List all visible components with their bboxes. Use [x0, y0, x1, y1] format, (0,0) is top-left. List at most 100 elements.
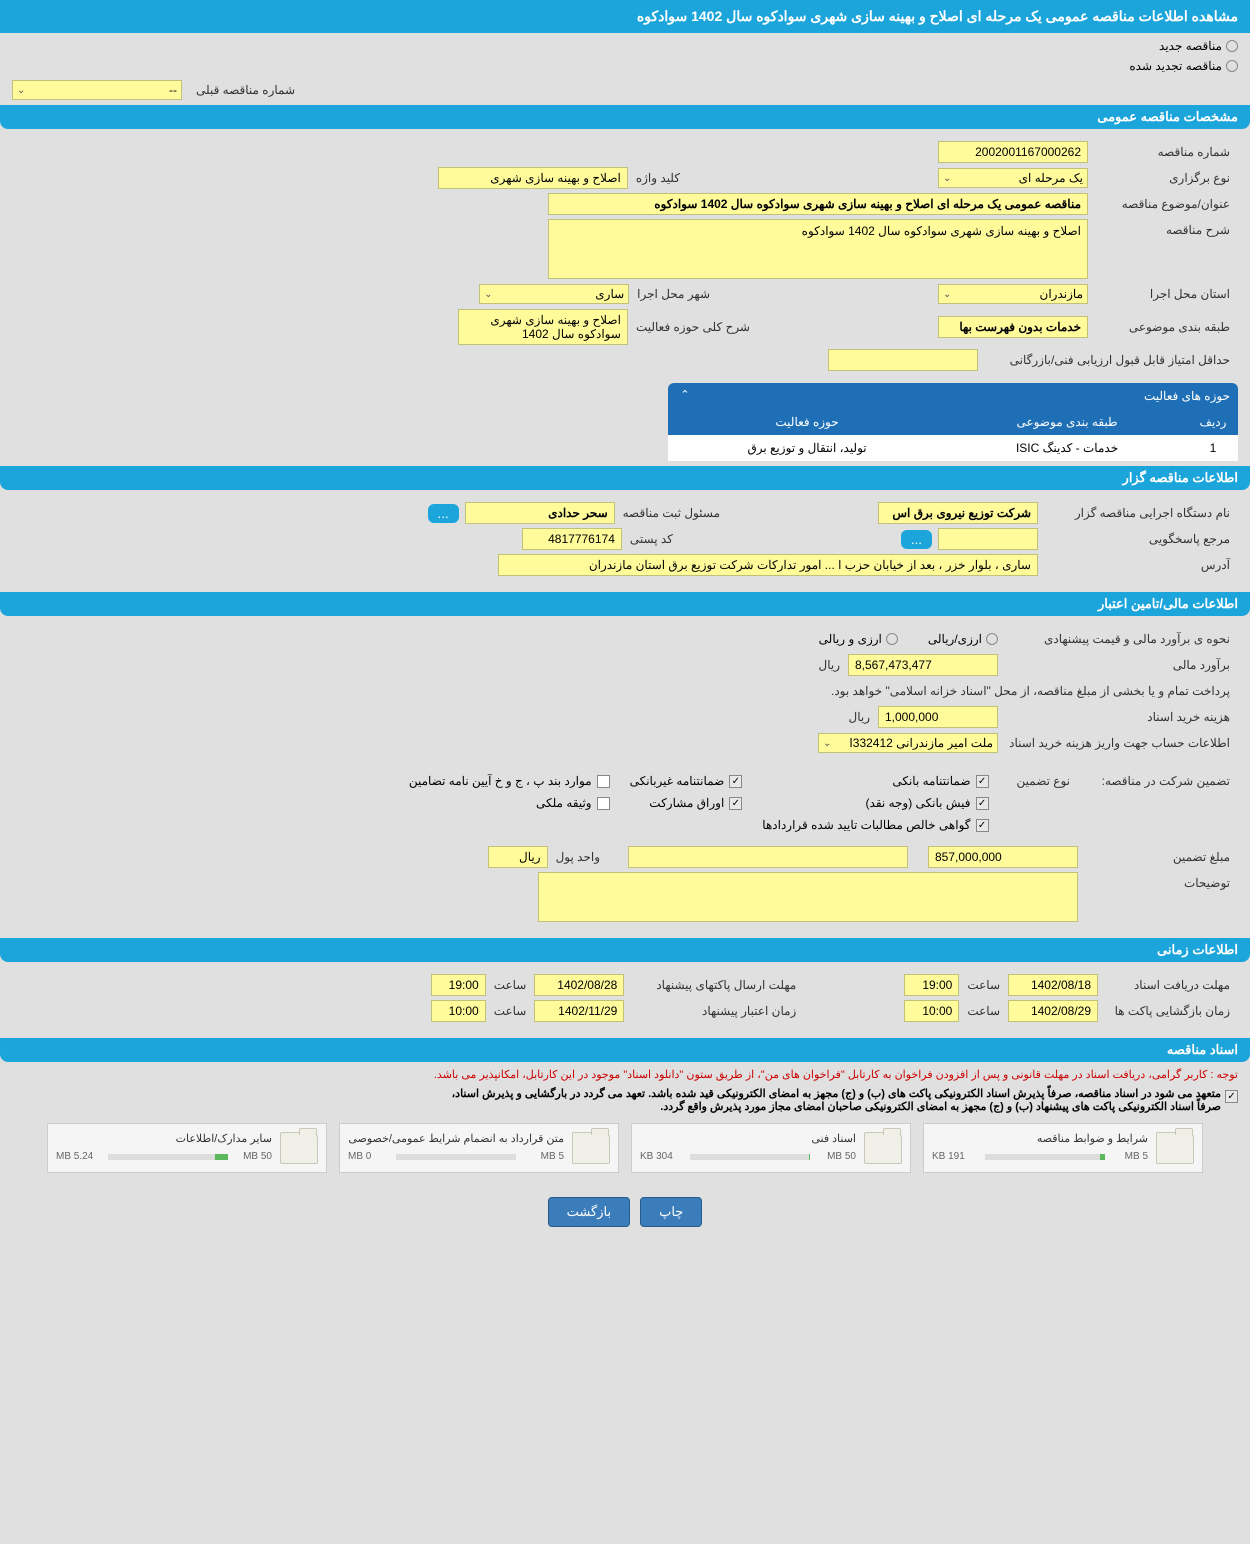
- opt-rial-currency-label: ارزی و ریالی: [819, 632, 882, 646]
- radio-new[interactable]: مناقصه جدید: [1159, 39, 1238, 53]
- doc-card[interactable]: متن قرارداد به انضمام شرایط عمومی/خصوصی …: [339, 1123, 619, 1173]
- doc-card[interactable]: سایر مدارک/اطلاعات 50 MB 5.24 MB: [47, 1123, 327, 1173]
- valid-time[interactable]: 10:00: [431, 1000, 486, 1022]
- class-label: طبقه بندی موضوعی: [1088, 316, 1238, 338]
- prev-number-select[interactable]: -- ⌄: [12, 80, 182, 100]
- g5-label: اوراق مشارکت: [649, 796, 724, 810]
- doc-used: 0 MB: [348, 1151, 371, 1162]
- checkbox-icon: ✓: [729, 797, 742, 810]
- folder-icon: [572, 1132, 610, 1164]
- folder-icon: [280, 1132, 318, 1164]
- check-g2[interactable]: ✓ضمانتنامه غیربانکی: [630, 774, 743, 788]
- docs-notice-red: توجه : کاربر گرامی، دریافت اسناد در مهلت…: [0, 1062, 1250, 1087]
- check-g6[interactable]: وثیقه ملکی: [409, 796, 610, 810]
- folder-icon: [1156, 1132, 1194, 1164]
- currency-unit-label: واحد پول: [548, 846, 608, 868]
- checkbox-icon: [597, 797, 610, 810]
- doc-total: 50 MB: [243, 1151, 272, 1162]
- check-g5[interactable]: ✓ اوراق مشارکت: [630, 796, 743, 810]
- general-form: شماره مناقصه 2002001167000262 نوع برگزار…: [0, 129, 1250, 383]
- ref-field[interactable]: [938, 528, 1038, 550]
- open-date[interactable]: 1402/08/29: [1008, 1000, 1098, 1022]
- dots-button[interactable]: ...: [428, 504, 459, 523]
- tender-mode-radios-2: مناقصه تجدید شده: [0, 59, 1250, 79]
- account-select[interactable]: ملت امیر مازندرانی 332412ا ⌄: [818, 733, 998, 753]
- time-label-3: ساعت: [959, 1000, 1008, 1022]
- receive-label: مهلت دریافت اسناد: [1098, 974, 1238, 996]
- addr-field[interactable]: ساری ، بلوار خزر ، بعد از خیابان حزب ا .…: [498, 554, 1038, 576]
- radio-renewed-label: مناقصه تجدید شده: [1129, 59, 1222, 73]
- send-date[interactable]: 1402/08/28: [534, 974, 624, 996]
- time-label-2: ساعت: [486, 974, 535, 996]
- doc-grid: شرایط و ضوابط مناقصه 5 MB 191 KB اسناد ف…: [0, 1113, 1250, 1183]
- g7-label: گواهی خالص مطالبات تایید شده قراردادها: [762, 818, 970, 832]
- title-field[interactable]: مناقصه عمومی یک مرحله ای اصلاح و بهینه س…: [548, 193, 1088, 215]
- check-g7[interactable]: ✓ گواهی خالص مطالبات تایید شده قراردادها: [762, 818, 988, 832]
- doc-cost-field[interactable]: 1,000,000: [878, 706, 998, 728]
- progress-bar: [108, 1154, 228, 1160]
- doc-total: 50 MB: [827, 1151, 856, 1162]
- type-label: نوع برگزاری: [1088, 167, 1238, 189]
- province-select[interactable]: مازندران ⌄: [938, 284, 1088, 304]
- page-container: مشاهده اطلاعات مناقصه عمومی یک مرحله ای …: [0, 0, 1250, 1261]
- notes-field[interactable]: [538, 872, 1078, 922]
- open-time[interactable]: 10:00: [904, 1000, 959, 1022]
- desc-field[interactable]: اصلاح و بهینه سازی شهری سوادکوه سال 1402…: [548, 219, 1088, 279]
- doc-title: اسناد فنی: [640, 1132, 856, 1145]
- col-row: ردیف: [1188, 409, 1238, 435]
- finance-form: نحوه ی برآورد مالی و قیمت پیشنهادی ارزی/…: [0, 616, 1250, 934]
- exec-field[interactable]: شرکت توزیع نیروی برق اس: [878, 502, 1038, 524]
- radio-rial-currency[interactable]: ارزی و ریالی: [819, 632, 898, 646]
- receive-time[interactable]: 19:00: [904, 974, 959, 996]
- print-button[interactable]: چاپ: [640, 1197, 702, 1227]
- guarantee-type-label: نوع تضمین: [1009, 770, 1078, 792]
- radio-new-label: مناقصه جدید: [1159, 39, 1222, 53]
- checkbox-icon: ✓: [976, 819, 989, 832]
- check-g4[interactable]: ✓ فیش بانکی (وجه نقد): [762, 796, 988, 810]
- doc-card[interactable]: شرایط و ضوابط مناقصه 5 MB 191 KB: [923, 1123, 1203, 1173]
- send-label: مهلت ارسال پاکتهای پیشنهاد: [624, 974, 804, 996]
- doc-title: متن قرارداد به انضمام شرایط عمومی/خصوصی: [348, 1132, 564, 1145]
- city-label: شهر محل اجرا: [629, 283, 718, 305]
- radio-renewed[interactable]: مناقصه تجدید شده: [1129, 59, 1238, 73]
- section-organizer-header: اطلاعات مناقصه گزار: [0, 466, 1250, 490]
- doc-card[interactable]: اسناد فنی 50 MB 304 KB: [631, 1123, 911, 1173]
- doc-total: 5 MB: [1125, 1151, 1148, 1162]
- ref-label: مرجع پاسخگویی: [1038, 528, 1238, 550]
- check-g3[interactable]: موارد بند پ ، ج و خ آیین نامه تضامین: [409, 774, 610, 788]
- guarantee-header-label: تضمین شرکت در مناقصه:: [1078, 770, 1238, 792]
- scope-field[interactable]: اصلاح و بهینه سازی شهری سوادکوه سال 1402: [458, 309, 628, 345]
- minscore-field[interactable]: [828, 349, 978, 371]
- receive-date[interactable]: 1402/08/18: [1008, 974, 1098, 996]
- checkbox-icon: ✓: [976, 775, 989, 788]
- postal-field[interactable]: 4817776174: [522, 528, 622, 550]
- open-label: زمان بازگشایی پاکت ها: [1098, 1000, 1238, 1022]
- collapse-icon[interactable]: ⌃: [676, 387, 694, 405]
- radio-icon: [986, 633, 998, 645]
- addr-label: آدرس: [1038, 554, 1238, 576]
- finance-note: پرداخت تمام و یا بخشی از مبلغ مناقصه، از…: [823, 680, 1238, 702]
- keyword-field[interactable]: اصلاح و بهینه سازی شهری: [438, 167, 628, 189]
- back-button[interactable]: بازگشت: [548, 1197, 630, 1227]
- desc-label: شرح مناقصه: [1088, 219, 1238, 241]
- type-select[interactable]: یک مرحله ای ⌄: [938, 168, 1088, 188]
- g4-label: فیش بانکی (وجه نقد): [866, 796, 971, 810]
- send-time[interactable]: 19:00: [431, 974, 486, 996]
- class-field[interactable]: خدمات بدون فهرست بها: [938, 316, 1088, 338]
- checkbox-icon: ✓: [976, 797, 989, 810]
- province-label: استان محل اجرا: [1088, 283, 1238, 305]
- currency-unit-field[interactable]: ریال: [488, 846, 548, 868]
- dots-button-2[interactable]: ...: [901, 530, 932, 549]
- minscore-label: حداقل امتیاز قابل قبول ارزیابی فنی/بازرگ…: [978, 349, 1238, 371]
- estimate-amt-field[interactable]: 8,567,473,477: [848, 654, 998, 676]
- radio-rial[interactable]: ارزی/ریالی: [928, 632, 998, 646]
- time-label-4: ساعت: [486, 1000, 535, 1022]
- reg-resp-field[interactable]: سحر حدادی: [465, 502, 615, 524]
- city-select[interactable]: ساری ⌄: [479, 284, 629, 304]
- guarantee-amt-field[interactable]: 857,000,000: [928, 846, 1078, 868]
- agree-checkbox[interactable]: ✓: [1225, 1090, 1238, 1103]
- check-g1[interactable]: ✓ضمانتنامه بانکی: [762, 774, 988, 788]
- activity-title: حوزه های فعالیت: [1144, 389, 1230, 403]
- tender-no-field[interactable]: 2002001167000262: [938, 141, 1088, 163]
- valid-date[interactable]: 1402/11/29: [534, 1000, 624, 1022]
